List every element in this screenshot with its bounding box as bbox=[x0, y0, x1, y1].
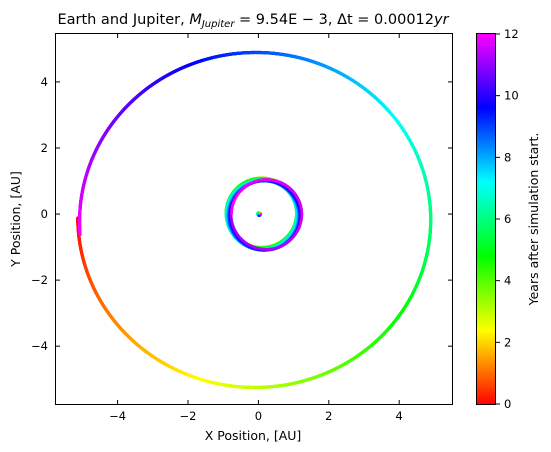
series-sun-orbit bbox=[256, 211, 262, 217]
series-jupiter-orbit bbox=[76, 50, 433, 390]
series-earth-orbit bbox=[224, 176, 304, 252]
chart-title: Earth and Jupiter, MJupiter = 9.54E − 3,… bbox=[57, 12, 449, 30]
plot-area bbox=[76, 50, 433, 390]
